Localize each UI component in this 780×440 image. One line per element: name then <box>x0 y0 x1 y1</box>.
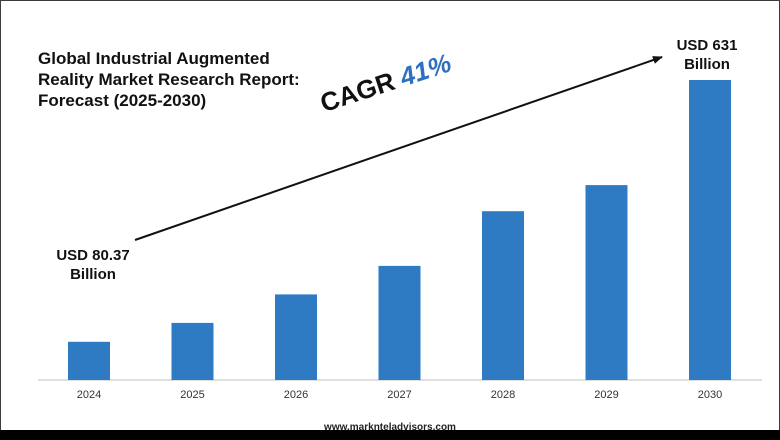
bar-2028 <box>482 211 524 380</box>
x-tick-label: 2025 <box>180 389 204 401</box>
start-value-annotation: USD 80.37 Billion <box>38 246 148 284</box>
start-value-line: USD 80.37 <box>56 247 130 264</box>
x-tick-label: 2024 <box>77 389 101 401</box>
start-value-unit: Billion <box>70 266 116 283</box>
footer-strip <box>0 430 780 440</box>
x-tick-label: 2028 <box>491 389 515 401</box>
bar-2029 <box>585 185 628 380</box>
end-value-annotation: USD 631 Billion <box>652 36 762 74</box>
chart-title-line: Forecast (2025-2030) <box>38 91 207 110</box>
chart-title: Global Industrial Augmented Reality Mark… <box>38 48 338 111</box>
bar-2024 <box>68 341 110 380</box>
x-tick-label: 2029 <box>594 389 618 401</box>
trend-arrow <box>134 56 663 241</box>
bar-2027 <box>378 265 421 380</box>
end-value-line: USD 631 <box>676 37 738 54</box>
end-value-unit: Billion <box>684 56 730 73</box>
bar-2030 <box>689 80 731 380</box>
chart-title-line: Reality Market Research Report: <box>38 70 300 89</box>
bar-2025 <box>171 322 214 380</box>
bar-2026 <box>275 294 317 380</box>
x-tick-label: 2027 <box>387 389 411 401</box>
x-tick-label: 2026 <box>284 389 308 401</box>
footer-website: www.marknteladvisors.com <box>324 422 456 433</box>
chart-title-line: Global Industrial Augmented <box>38 49 270 68</box>
x-tick-label: 2030 <box>698 389 722 401</box>
